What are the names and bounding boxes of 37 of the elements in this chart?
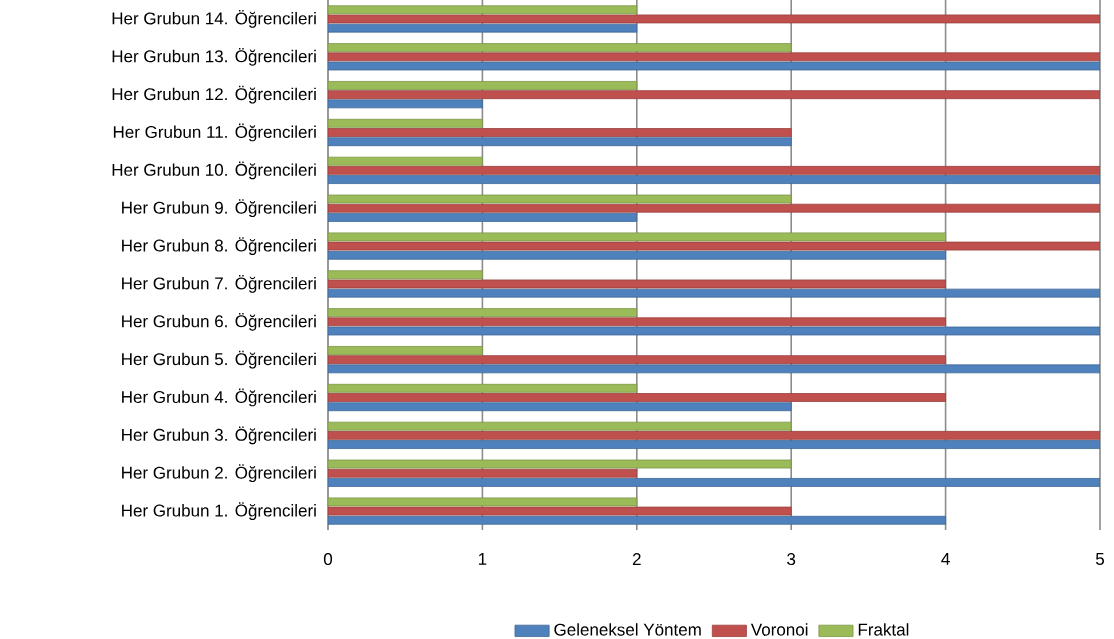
bar <box>328 355 946 365</box>
bar <box>328 506 792 516</box>
legend-label: Geleneksel Yöntem <box>554 623 701 636</box>
legend-label: Fraktal <box>858 623 909 636</box>
bar <box>328 90 1100 100</box>
y-tick-label: Her Grubun 13. Öğrencileri <box>112 47 316 66</box>
x-tick-label: 4 <box>941 553 950 565</box>
bar <box>328 279 946 289</box>
bar <box>328 317 946 327</box>
bar <box>328 468 638 478</box>
y-tick-label: Her Grubun 5. Öğrencileri <box>122 350 316 369</box>
x-tick-label: 5 <box>1095 553 1105 565</box>
y-tick-label: Her Grubun 6. Öğrencileri <box>122 312 316 331</box>
x-tick-label: 0 <box>323 553 333 566</box>
y-tick-label: Her Grubun 2. Öğrencileri <box>122 464 316 483</box>
x-tick-label: 3 <box>787 553 796 566</box>
x-tick-label: 1 <box>478 553 487 565</box>
x-tick-label: 2 <box>632 553 641 565</box>
bar <box>328 203 1100 213</box>
bar <box>328 14 1100 24</box>
bar <box>328 430 1100 440</box>
y-tick-label: Her Grubun 10. Öğrencileri <box>112 161 316 180</box>
bar <box>328 128 792 137</box>
y-tick-label: Her Grubun 9. Öğrencileri <box>122 199 316 218</box>
y-tick-label: Her Grubun 14. Öğrencileri <box>112 10 316 28</box>
bar <box>328 393 946 402</box>
y-tick-label: Her Grubun 11. Öğrencileri <box>113 123 316 142</box>
bar <box>328 52 1100 62</box>
y-tick-label: Her Grubun 12. Öğrencileri <box>112 85 316 104</box>
y-tick-label: Her Grubun 8. Öğrencileri <box>122 237 316 255</box>
bar <box>328 165 1100 175</box>
y-tick-label: Her Grubun 1. Öğrencileri <box>122 502 316 520</box>
y-tick-label: Her Grubun 7. Öğrencileri <box>122 275 316 293</box>
y-tick-label: Her Grubun 4. Öğrencileri <box>122 388 316 407</box>
legend-label: Voronoi <box>750 623 808 636</box>
bar <box>328 241 1100 251</box>
y-tick-label: Her Grubun 3. Öğrencileri <box>122 426 316 445</box>
